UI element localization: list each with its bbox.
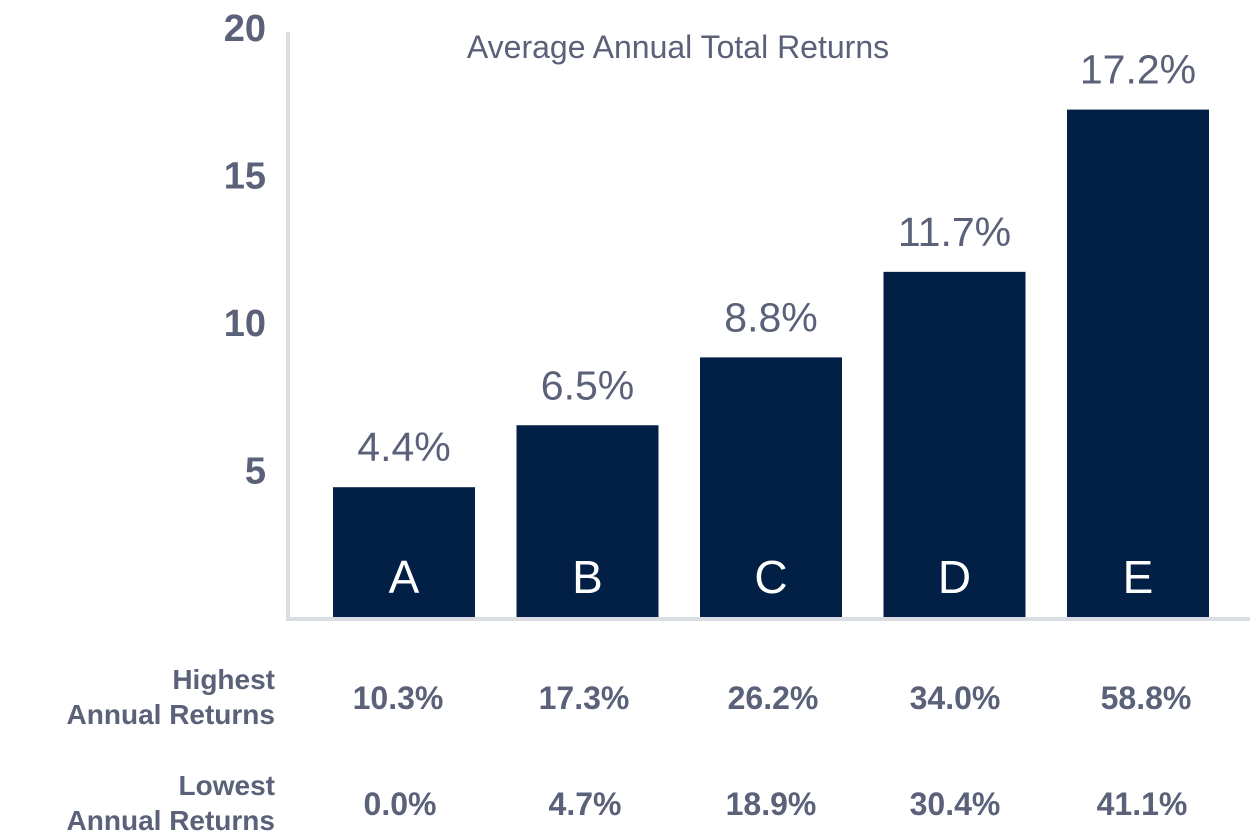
bar-chart: Average Annual Total Returns 5 10 15 20 4.4… (224, 8, 1250, 621)
row-label-lowest-line2: Annual Returns (66, 805, 275, 836)
row-label-lowest-line1: Lowest (178, 770, 275, 801)
bar-category-label: E (1123, 551, 1154, 603)
bar-e (1067, 109, 1209, 617)
y-tick-label: 20 (224, 8, 266, 50)
bar-category-label: B (572, 551, 603, 603)
y-tick-label: 10 (224, 303, 266, 345)
highest-cell-c: 26.2% (727, 680, 819, 716)
bar-b (516, 425, 659, 617)
bar-value-label: 8.8% (724, 294, 817, 340)
bar-value-label: 11.7% (898, 209, 1011, 255)
row-label-highest-line1: Highest (172, 664, 275, 695)
lowest-cell-e: 41.1% (1096, 786, 1188, 822)
bar-category-label: C (754, 551, 787, 603)
chart-title: Average Annual Total Returns (467, 29, 889, 65)
bar-category-label: A (389, 551, 420, 603)
bar-value-label: 4.4% (357, 424, 450, 470)
row-label-highest: Highest Annual Returns (67, 662, 275, 732)
bar-d (883, 271, 1026, 617)
lowest-cell-d: 30.4% (909, 786, 1001, 822)
bar-series: 4.4% A 6.5% B 8.8% C 11.7% D 17.2% E (333, 47, 1209, 617)
bar-c (700, 357, 842, 617)
highest-cell-a: 10.3% (352, 680, 444, 716)
bar-value-label: 6.5% (541, 362, 634, 408)
bar-a (333, 487, 475, 617)
row-label-highest-line2: Annual Returns (66, 699, 275, 730)
highest-cell-e: 58.8% (1100, 680, 1192, 716)
highest-cell-b: 17.3% (538, 680, 630, 716)
y-tick-label: 5 (245, 451, 266, 493)
lowest-cell-b: 4.7% (548, 786, 622, 822)
y-tick-label: 15 (224, 156, 266, 198)
lowest-cell-a: 0.0% (363, 786, 437, 822)
bar-value-label: 17.2% (1080, 47, 1196, 93)
highest-cell-d: 34.0% (909, 680, 1001, 716)
y-axis-ticks: 5 10 15 20 (224, 8, 266, 493)
lowest-cell-c: 18.9% (725, 786, 817, 822)
bar-category-label: D (938, 551, 971, 603)
row-label-lowest: Lowest Annual Returns (67, 768, 275, 838)
